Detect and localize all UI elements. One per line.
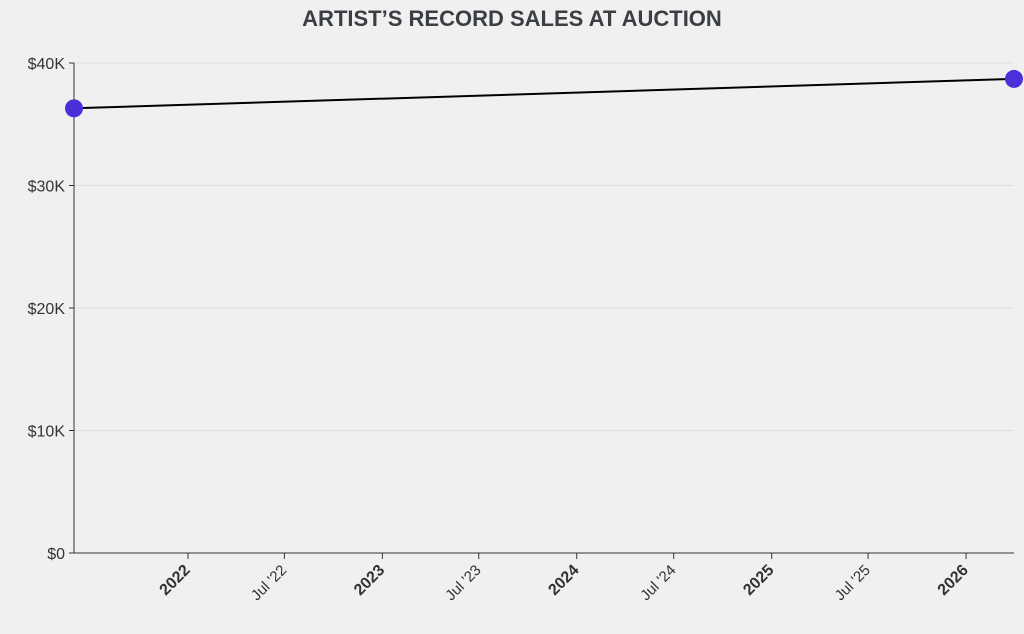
x-tick-label: Jul '22 xyxy=(248,562,290,604)
x-tick-label: Jul '24 xyxy=(637,562,679,604)
y-tick-label: $0 xyxy=(47,546,65,563)
y-tick-label: $30K xyxy=(28,179,66,196)
series-layer xyxy=(65,69,1023,118)
chart-title: ARTIST’S RECORD SALES AT AUCTION xyxy=(302,6,722,31)
y-tick-label: $10K xyxy=(28,424,66,441)
x-tick-label: Jul '23 xyxy=(442,562,484,604)
y-axis-ticks: $0 $10K $20K $30K $40K xyxy=(28,56,74,563)
x-tick-label: 2025 xyxy=(740,562,777,599)
grid-lines xyxy=(74,62,1014,431)
x-axis-ticks: 2022 Jul '22 2023 Jul '23 2024 Jul '24 2025 Jul… xyxy=(157,553,972,604)
x-tick-label: 2022 xyxy=(157,562,194,599)
x-tick-label: 2026 xyxy=(935,562,972,599)
x-tick-label: Jul '25 xyxy=(832,562,874,604)
x-tick-label: 2024 xyxy=(545,562,582,599)
series-line xyxy=(73,77,1015,110)
data-point[interactable] xyxy=(1005,69,1023,88)
x-tick-label: 2023 xyxy=(351,562,388,599)
y-tick-label: $20K xyxy=(28,301,66,318)
y-tick-label: $40K xyxy=(28,56,66,73)
data-point[interactable] xyxy=(65,99,83,118)
